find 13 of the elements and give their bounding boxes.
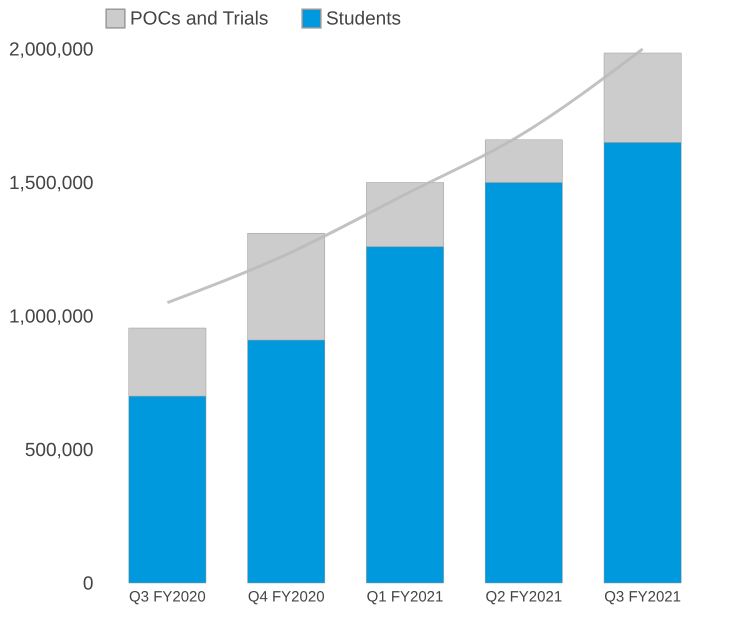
x-tick-label: Q3 FY2021 (604, 588, 681, 606)
y-tick-label: 500,000 (24, 440, 94, 461)
x-tick-label: Q2 FY2021 (485, 588, 562, 606)
x-tick-label: Q3 FY2020 (129, 588, 206, 606)
y-tick-label: 1,500,000 (8, 173, 94, 194)
line-series (166, 48, 644, 304)
y-tick-label: 2,000,000 (8, 40, 94, 60)
x-tick-label: Q4 FY2020 (248, 588, 325, 606)
legend-label: Students (326, 8, 401, 30)
x-tick-label: Q1 FY2021 (366, 588, 444, 606)
y-tick-label: 1,000,000 (8, 306, 94, 328)
y-tick-label: 0 (82, 574, 94, 594)
legend-label: POCs and Trials (130, 8, 268, 30)
